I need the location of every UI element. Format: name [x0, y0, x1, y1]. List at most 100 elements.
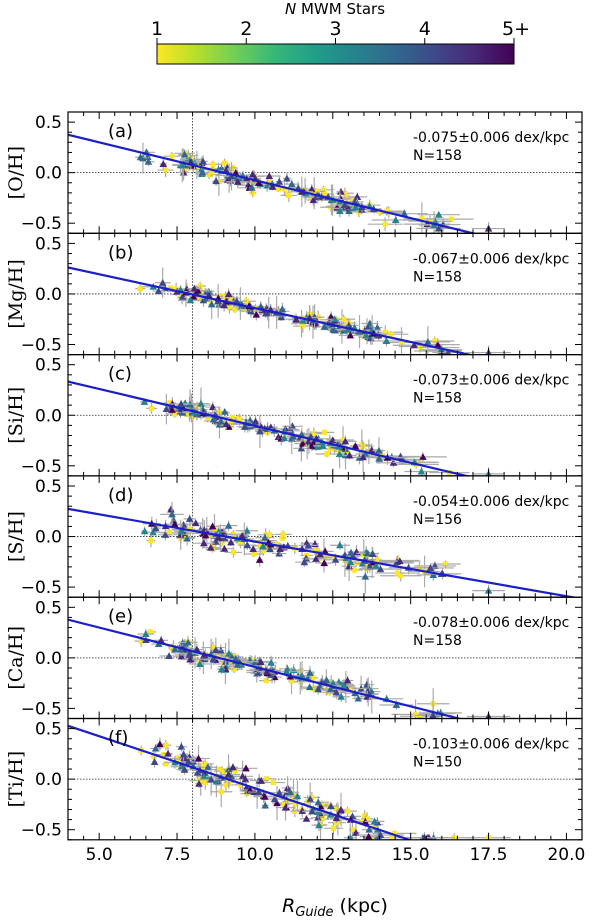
- data-point-square: [417, 713, 423, 719]
- data-point-triangle: [298, 671, 306, 679]
- data-point-square: [330, 825, 337, 831]
- data-point-triangle: [180, 765, 189, 773]
- data-point-triangle: [195, 779, 203, 787]
- panel-plot-area: [68, 718, 582, 840]
- data-point-triangle: [302, 814, 311, 822]
- data-point-triangle: [136, 153, 145, 161]
- data-point-square: [175, 755, 181, 761]
- data-point-triangle: [204, 763, 212, 771]
- data-point-triangle: [217, 417, 225, 425]
- gradient-annotation: -0.073±0.006 dex/kpc: [413, 373, 569, 389]
- data-point-square: [182, 166, 188, 173]
- data-point-triangle: [373, 323, 382, 331]
- data-point-square: [148, 537, 154, 544]
- x-tick-label: 7.5: [164, 845, 191, 865]
- data-point-triangle: [276, 545, 284, 553]
- data-point-triangle: [201, 531, 210, 539]
- data-point-triangle: [255, 556, 264, 563]
- data-point-triangle: [375, 454, 383, 462]
- data-point-triangle: [434, 210, 443, 218]
- x-tick-label: 15.0: [392, 845, 430, 865]
- data-point-triangle: [233, 660, 242, 668]
- data-point-triangle: [365, 684, 373, 692]
- data-point-triangle: [232, 297, 241, 305]
- data-point-triangle: [162, 405, 171, 413]
- y-axis-label: [Mg/H]: [5, 259, 27, 328]
- data-point-square: [172, 411, 178, 417]
- data-point-square: [250, 190, 256, 196]
- data-point-triangle: [426, 564, 435, 571]
- data-point-triangle: [289, 432, 297, 440]
- data-point-triangle: [168, 510, 176, 518]
- data-point-square: [138, 638, 144, 644]
- count-annotation: N=158: [413, 391, 462, 407]
- panel-letter: (b): [108, 242, 133, 263]
- data-point-square: [195, 296, 201, 302]
- data-point-triangle: [304, 541, 313, 549]
- data-point-square: [166, 530, 172, 536]
- data-point-square: [281, 801, 287, 808]
- data-point-triangle: [341, 437, 350, 445]
- data-point-triangle: [164, 749, 172, 757]
- data-point-triangle: [214, 533, 223, 541]
- y-tick-label: 0.5: [35, 598, 62, 618]
- data-point-triangle: [220, 407, 229, 415]
- data-point-square: [321, 187, 327, 193]
- data-point-triangle: [261, 792, 269, 800]
- data-point-triangle: [199, 157, 207, 165]
- data-point-triangle: [351, 203, 360, 211]
- colorbar-tick-label: 1: [151, 18, 163, 40]
- count-annotation: N=158: [413, 148, 462, 164]
- data-point-square: [284, 798, 290, 805]
- data-point-square: [185, 152, 191, 159]
- data-point-triangle: [368, 550, 377, 557]
- data-point-triangle: [275, 177, 284, 185]
- data-point-triangle: [392, 701, 401, 709]
- data-point-triangle: [233, 177, 242, 185]
- data-point-triangle: [256, 427, 264, 435]
- data-point-square: [419, 216, 425, 222]
- data-point-triangle: [183, 534, 191, 542]
- data-point-triangle: [224, 290, 233, 298]
- data-point-triangle: [365, 563, 374, 570]
- data-point-triangle: [169, 516, 178, 524]
- data-point-square: [304, 552, 310, 558]
- data-point-triangle: [352, 828, 360, 836]
- data-point-square: [173, 286, 179, 292]
- data-point-triangle: [278, 305, 287, 313]
- data-point-square: [324, 451, 330, 457]
- data-point-triangle: [177, 742, 186, 750]
- data-point-square: [280, 531, 286, 537]
- y-axis-label: [O/H]: [5, 146, 27, 199]
- data-point-triangle: [336, 207, 344, 215]
- data-point-triangle: [343, 676, 352, 684]
- data-point-triangle: [178, 161, 187, 169]
- data-point-triangle: [185, 515, 194, 522]
- count-annotation: N=150: [413, 755, 462, 771]
- data-point-triangle: [225, 765, 233, 773]
- data-point-triangle: [238, 532, 246, 539]
- y-tick-label: 0.0: [35, 164, 62, 184]
- panels: 0.5 0.0 −0.5 [O/H] (a) -0.075±0.006 dex/kpc N=…: [5, 111, 583, 841]
- data-point-square: [377, 209, 383, 215]
- x-tick-label: 17.5: [470, 845, 508, 865]
- data-point-triangle: [214, 528, 223, 535]
- data-point-square: [137, 286, 143, 292]
- data-point-triangle: [140, 527, 149, 535]
- colorbar-tick-label: 4: [419, 18, 431, 40]
- panel-plot-area: [68, 112, 582, 234]
- data-point-square: [344, 808, 351, 814]
- data-point-triangle: [255, 179, 263, 187]
- panel-letter: (c): [108, 364, 132, 385]
- data-point-triangle: [337, 187, 345, 195]
- panel-ticks: [68, 354, 583, 477]
- data-point-triangle: [212, 177, 220, 185]
- data-point-triangle: [194, 754, 203, 762]
- data-point-triangle: [322, 676, 331, 684]
- data-point-triangle: [347, 548, 355, 556]
- data-point-triangle: [336, 198, 344, 206]
- data-point-square: [311, 190, 317, 196]
- x-tick-labels: 5.0 7.5 10.0 12.5 15.0 17.5 20.0: [86, 845, 586, 865]
- data-point-square: [228, 295, 234, 301]
- x-tick-label: 20.0: [547, 845, 585, 865]
